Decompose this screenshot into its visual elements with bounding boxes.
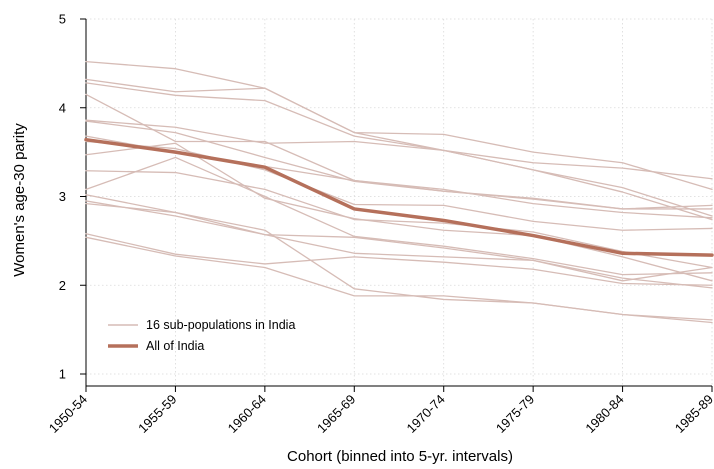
series-line-subpopulation bbox=[85, 119, 713, 221]
series-line-all-india bbox=[84, 137, 714, 257]
series-line-subpopulation bbox=[85, 202, 713, 282]
y-tick-label: 5 bbox=[59, 12, 66, 27]
x-tick-label: 1950-54 bbox=[46, 392, 90, 436]
x-tick-label: 1980-84 bbox=[582, 392, 626, 436]
x-tick-label: 1960-64 bbox=[225, 392, 269, 436]
legend-label-india: All of India bbox=[146, 339, 204, 353]
series-line-subpopulation bbox=[85, 78, 713, 191]
grid bbox=[85, 18, 713, 386]
series-line-subpopulation bbox=[85, 233, 713, 286]
series-line-subpopulation bbox=[85, 82, 713, 217]
axes bbox=[80, 18, 713, 392]
y-tick-label: 4 bbox=[59, 100, 66, 115]
x-tick-label: 1965-69 bbox=[314, 392, 358, 436]
legend: 16 sub-populations in India All of India bbox=[108, 318, 295, 353]
x-axis-title: Cohort (binned into 5-yr. intervals) bbox=[287, 448, 513, 464]
y-tick-label: 1 bbox=[59, 367, 66, 382]
series-line-subpopulation bbox=[85, 200, 713, 289]
y-tick-label: 2 bbox=[59, 278, 66, 293]
series-line-subpopulation bbox=[85, 60, 713, 180]
legend-label-subpop: 16 sub-populations in India bbox=[146, 318, 295, 332]
y-tick-label: 3 bbox=[59, 189, 66, 204]
x-tick-label: 1955-59 bbox=[135, 392, 179, 436]
series-line-subpopulation bbox=[85, 236, 713, 321]
tick-labels: 1 2 3 4 5 1950-54 1955-59 1960-64 1965-69 1970-74… bbox=[46, 12, 714, 436]
series-line-subpopulation bbox=[85, 194, 713, 324]
series-line-subpopulation bbox=[85, 120, 713, 210]
series-line-subpopulation bbox=[85, 142, 713, 282]
x-tick-label: 1975-79 bbox=[493, 392, 537, 436]
series-line-subpopulation bbox=[85, 156, 713, 276]
series-line-subpopulation bbox=[85, 170, 713, 269]
x-tick-label: 1985-89 bbox=[672, 392, 714, 436]
y-axis-title: Women's age-30 parity bbox=[11, 123, 28, 277]
series bbox=[84, 60, 714, 324]
x-tick-label: 1970-74 bbox=[403, 392, 447, 436]
